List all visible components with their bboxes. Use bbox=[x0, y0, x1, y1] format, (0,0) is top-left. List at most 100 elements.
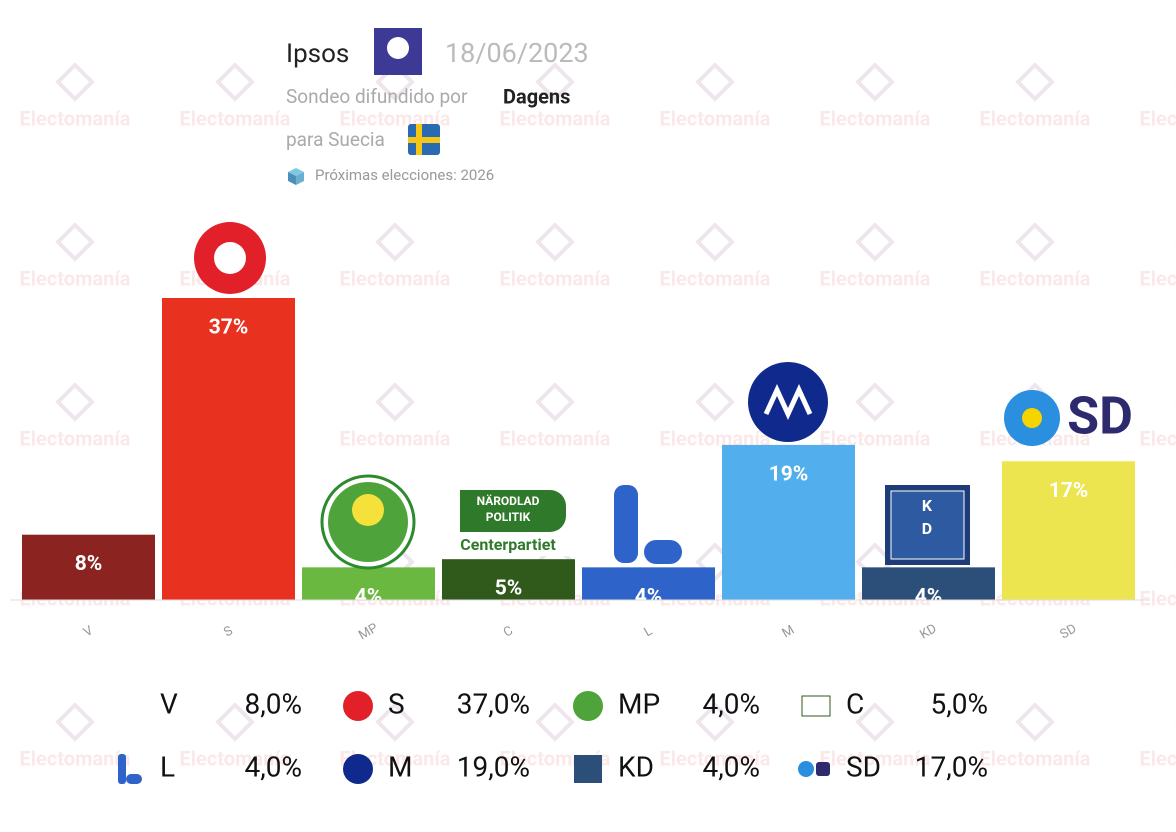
bar bbox=[1002, 461, 1135, 600]
watermark: Electomanía bbox=[660, 266, 771, 290]
watermark: Electomanía bbox=[820, 106, 931, 130]
source: Dagens bbox=[503, 84, 570, 108]
legend-value: 4,0% bbox=[703, 687, 761, 720]
watermark: Electomanía bbox=[500, 426, 611, 450]
pollster-logo-mark bbox=[387, 37, 409, 59]
party-logos: NÄRODLAD POLITIK Centerpartiet K D SD bbox=[194, 222, 1133, 570]
legend-icon bbox=[126, 774, 142, 784]
watermark-icon bbox=[375, 702, 415, 742]
value-label: 4% bbox=[355, 585, 383, 609]
watermark-icon bbox=[855, 62, 895, 102]
watermark: Electomanía bbox=[20, 266, 131, 290]
watermark-icon bbox=[55, 222, 95, 262]
legend-icon bbox=[343, 754, 373, 784]
watermark: Electomanía bbox=[820, 746, 931, 770]
legend-icon bbox=[118, 754, 126, 784]
watermark-icon bbox=[1015, 62, 1055, 102]
legend-value: 8,0% bbox=[245, 687, 303, 720]
bar bbox=[162, 298, 295, 600]
watermark: Electomanía bbox=[1140, 746, 1176, 770]
watermark: Electomanía bbox=[1140, 266, 1176, 290]
legend-label: S bbox=[388, 687, 405, 720]
watermark-icon bbox=[535, 382, 575, 422]
watermark: Electomanía bbox=[20, 426, 131, 450]
watermark-icon bbox=[55, 382, 95, 422]
value-label: 8% bbox=[75, 552, 103, 576]
legend: V 8,0% S 37,0% MP 4,0% C 5,0% L 4,0% M 19,0% KD 4,0% S… bbox=[118, 687, 988, 784]
pollster: Ipsos bbox=[286, 39, 349, 69]
legend-value: 4,0% bbox=[245, 750, 303, 783]
x-tick-label: V bbox=[81, 623, 96, 640]
legend-icon bbox=[801, 695, 831, 717]
watermark: Electomanía bbox=[500, 106, 611, 130]
watermark: Electomanía bbox=[1140, 426, 1176, 450]
x-tick-label: S bbox=[221, 623, 235, 640]
flag bbox=[408, 124, 440, 155]
legend-value: 4,0% bbox=[703, 750, 761, 783]
watermark-icon bbox=[535, 222, 575, 262]
value-label: 17% bbox=[1049, 479, 1089, 503]
watermark: Electomanía bbox=[180, 106, 291, 130]
watermark-icon bbox=[375, 382, 415, 422]
watermark-icon bbox=[535, 62, 575, 102]
watermark-icon bbox=[695, 382, 735, 422]
watermark-icon bbox=[855, 702, 895, 742]
svg-text:Centerpartiet: Centerpartiet bbox=[460, 535, 556, 554]
legend-icon bbox=[798, 761, 814, 777]
legend-value: 37,0% bbox=[457, 687, 530, 720]
watermark: Electomanía bbox=[20, 106, 131, 130]
svg-text:POLITIK: POLITIK bbox=[486, 510, 531, 524]
legend-label: SD bbox=[846, 750, 881, 783]
legend-label: KD bbox=[618, 750, 654, 783]
value-label: 5% bbox=[495, 577, 523, 601]
watermark: Electomanía bbox=[20, 746, 131, 770]
watermark-icon bbox=[855, 382, 895, 422]
value-label: 4% bbox=[915, 585, 943, 609]
legend-value: 5,0% bbox=[931, 687, 989, 720]
value-label: 4% bbox=[635, 585, 663, 609]
x-tick-label: L bbox=[642, 624, 656, 640]
watermark: Electomanía bbox=[820, 266, 931, 290]
legend-label: L bbox=[160, 750, 175, 783]
svg-text:NÄRODLAD: NÄRODLAD bbox=[477, 493, 540, 508]
watermark: Electomanía bbox=[980, 266, 1091, 290]
legend-icon bbox=[574, 755, 602, 783]
watermark: Electomanía bbox=[180, 746, 291, 770]
svg-text:K: K bbox=[922, 496, 933, 515]
x-tick-label: MP bbox=[356, 621, 380, 644]
legend-label: MP bbox=[618, 687, 660, 720]
ballot-icon bbox=[288, 168, 304, 185]
source-prefix: Sondeo difundido por bbox=[286, 85, 468, 108]
watermark: Electomanía bbox=[980, 746, 1091, 770]
x-tick-label: KD bbox=[917, 621, 939, 642]
watermark-icon bbox=[535, 702, 575, 742]
bar bbox=[442, 559, 575, 600]
date: 18/06/2023 bbox=[445, 37, 589, 69]
bar bbox=[22, 534, 155, 600]
svg-text:SD: SD bbox=[1067, 386, 1133, 447]
watermark-icon bbox=[695, 702, 735, 742]
next-election: Próximas elecciones: 2026 bbox=[315, 166, 494, 184]
legend-label: C bbox=[846, 687, 864, 720]
watermark: Electomanía bbox=[1140, 106, 1176, 130]
watermark-icon bbox=[695, 222, 735, 262]
x-tick-label: SD bbox=[1058, 621, 1080, 642]
watermark-icon bbox=[215, 702, 255, 742]
watermark: Electomanía bbox=[500, 266, 611, 290]
watermark-icon bbox=[55, 702, 95, 742]
legend-icon bbox=[816, 762, 830, 776]
watermark-icon bbox=[215, 62, 255, 102]
legend-value: 17,0% bbox=[915, 750, 988, 783]
watermark: Electomanía bbox=[660, 106, 771, 130]
value-label: 19% bbox=[769, 462, 809, 486]
watermark: Electomanía bbox=[660, 746, 771, 770]
watermark-icon bbox=[695, 62, 735, 102]
legend-icon bbox=[343, 691, 373, 721]
plot: 8% 37% 4% 5% 4% 19% 4% 17% bbox=[22, 298, 1135, 609]
watermark-icon bbox=[55, 62, 95, 102]
watermark: Electomanía bbox=[340, 266, 451, 290]
watermark: Electomanía bbox=[340, 426, 451, 450]
bar bbox=[302, 567, 435, 600]
legend-label: M bbox=[388, 750, 412, 783]
